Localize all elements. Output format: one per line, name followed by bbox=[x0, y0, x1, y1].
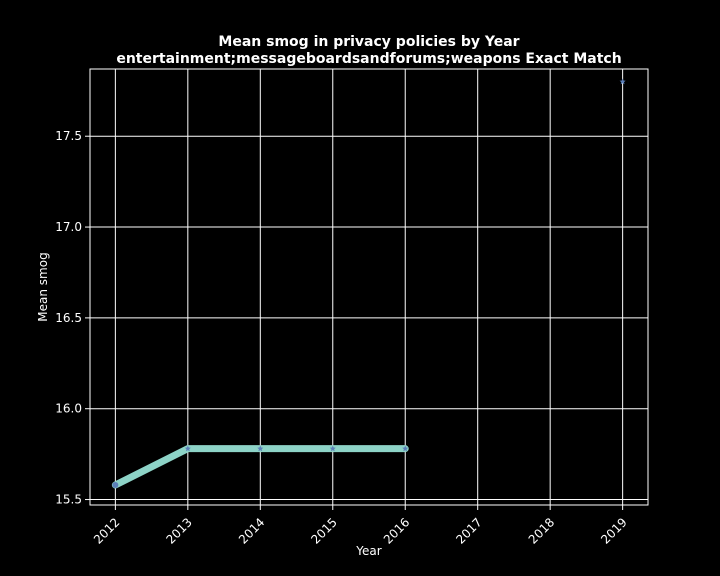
data-point-star bbox=[184, 445, 191, 452]
grid bbox=[90, 69, 648, 505]
y-tick-label: 17.0 bbox=[55, 220, 82, 234]
y-tick-label: 16.0 bbox=[55, 402, 82, 416]
y-tick-label: 15.5 bbox=[55, 493, 82, 507]
data-point-star bbox=[257, 445, 264, 452]
data-point-star bbox=[619, 78, 626, 85]
data-point-marker bbox=[112, 482, 119, 489]
x-axis-label: Year bbox=[355, 544, 381, 558]
chart-title: Mean smog in privacy policies by Year bbox=[218, 34, 519, 50]
data-point-star bbox=[402, 445, 409, 452]
plot-frame bbox=[89, 68, 649, 506]
chart-subtitle: entertainment;messageboardsandforums;wea… bbox=[116, 51, 621, 67]
y-axis-ticks: 15.5 16.0 16.5 17.0 17.5 bbox=[55, 129, 90, 507]
data-point-star bbox=[329, 445, 336, 452]
y-axis-label: Mean smog bbox=[36, 252, 50, 321]
y-tick-label: 17.5 bbox=[55, 129, 82, 143]
data-series bbox=[111, 78, 626, 489]
y-tick-label: 16.5 bbox=[55, 311, 82, 325]
